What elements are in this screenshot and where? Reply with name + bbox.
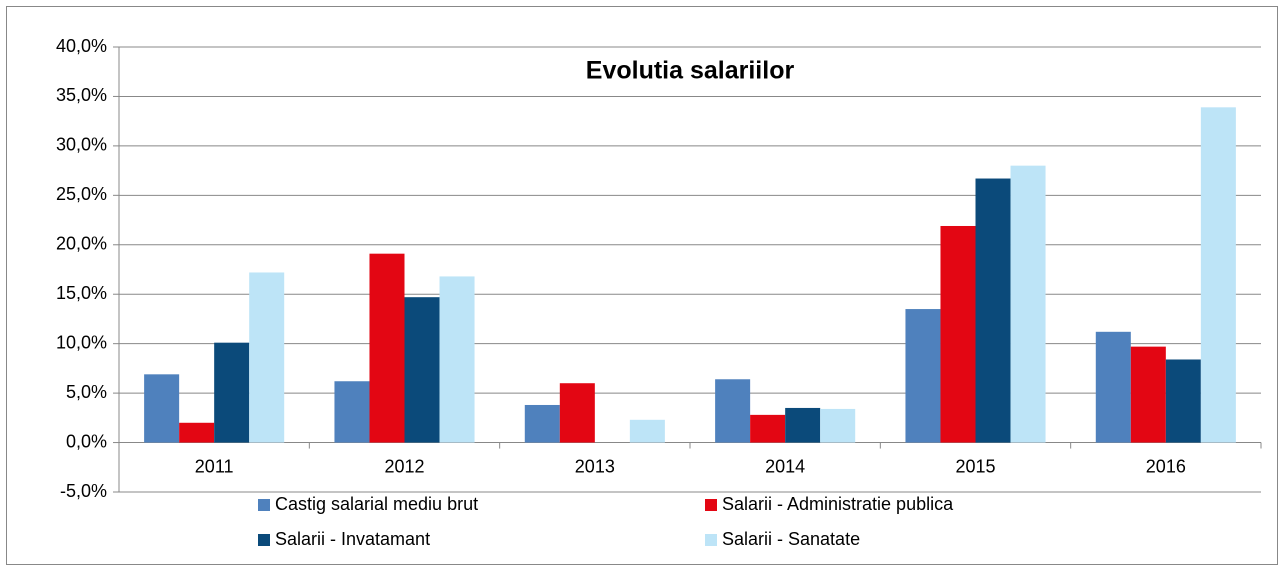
legend-swatch: [705, 534, 717, 546]
y-tick-label: 35,0%: [56, 85, 107, 105]
chart-border: [6, 6, 1278, 565]
y-tick-label: 15,0%: [56, 283, 107, 303]
y-tick-label: 20,0%: [56, 234, 107, 254]
bar: [179, 422, 215, 443]
legend-label: Salarii - Invatamant: [275, 529, 430, 549]
bar: [1010, 165, 1046, 443]
bar: [629, 419, 665, 443]
bar: [820, 408, 856, 443]
bar: [404, 297, 440, 443]
x-tick-label: 2011: [195, 456, 234, 476]
legend-label: Salarii - Administratie publica: [722, 494, 954, 514]
x-tick-label: 2012: [384, 456, 424, 476]
bar: [369, 253, 405, 443]
x-tick-label: 2013: [575, 456, 615, 476]
bar: [334, 381, 370, 443]
y-tick-label: 5,0%: [66, 382, 107, 402]
legend-swatch: [258, 499, 270, 511]
x-tick-label: 2016: [1146, 456, 1186, 476]
bar: [144, 374, 180, 443]
y-tick-label: 10,0%: [56, 332, 107, 352]
bar: [715, 379, 751, 443]
y-tick-label: -5,0%: [60, 481, 107, 501]
y-tick-label: 30,0%: [56, 135, 107, 155]
legend-swatch: [258, 534, 270, 546]
y-tick-label: 25,0%: [56, 184, 107, 204]
bar: [559, 383, 595, 443]
bar: [940, 225, 976, 443]
legend-label: Salarii - Sanatate: [722, 529, 860, 549]
bar: [249, 272, 285, 443]
x-tick-label: 2014: [765, 456, 805, 476]
bar: [214, 342, 250, 443]
bar: [975, 178, 1011, 443]
bar: [1095, 331, 1131, 443]
y-tick-label: 40,0%: [56, 36, 107, 56]
x-tick-label: 2015: [955, 456, 995, 476]
bar: [750, 414, 786, 443]
bar: [785, 407, 821, 443]
y-tick-label: 0,0%: [66, 431, 107, 451]
chart-title: Evolutia salariilor: [586, 57, 795, 85]
bar: [524, 404, 560, 443]
legend-swatch: [705, 499, 717, 511]
legend-label: Castig salarial mediu brut: [275, 494, 478, 514]
bar: [1200, 107, 1236, 443]
bar: [1130, 346, 1166, 443]
bar: [439, 276, 475, 443]
bar: [905, 309, 941, 443]
bar: [1165, 359, 1201, 443]
